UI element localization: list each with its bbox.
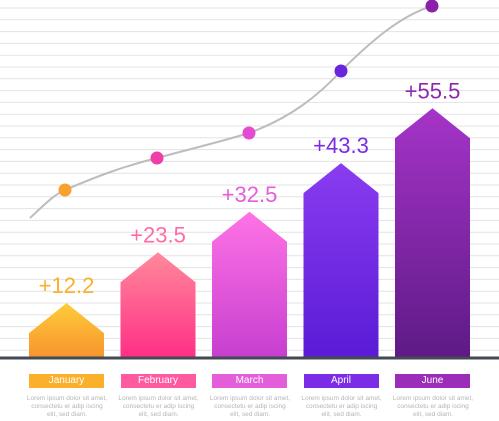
caption: Lorem ipsum dolor sit amet, consectetu e… bbox=[392, 395, 474, 418]
bar-june bbox=[395, 108, 470, 358]
caption: Lorem ipsum dolor sit amet, consectetu e… bbox=[118, 395, 199, 418]
value-label: +32.5 bbox=[222, 182, 278, 207]
bar-april bbox=[303, 163, 379, 358]
month-tag: March bbox=[212, 374, 287, 388]
value-label: +12.2 bbox=[39, 273, 95, 298]
caption: Lorem ipsum dolor sit amet, consectetu e… bbox=[301, 395, 382, 418]
month-tag: June bbox=[395, 374, 470, 388]
month-tag: April bbox=[303, 374, 379, 388]
caption: Lorem ipsum dolor sit amet, consectetu e… bbox=[209, 395, 291, 418]
caption: Lorem ipsum dolor sit amet, consectetu e… bbox=[26, 395, 108, 418]
value-label: +55.5 bbox=[405, 78, 461, 103]
trend-point bbox=[58, 183, 72, 197]
trend-point bbox=[150, 151, 164, 165]
bar-january bbox=[29, 303, 104, 358]
trend-point bbox=[334, 64, 348, 78]
month-tag: February bbox=[120, 374, 196, 388]
value-label: +43.3 bbox=[313, 133, 369, 158]
trend-point bbox=[425, 0, 439, 13]
trend-line-group bbox=[29, 0, 439, 219]
bar-march bbox=[212, 211, 287, 358]
bar-february bbox=[120, 252, 196, 358]
value-label-group: +12.2 +23.5 +32.5 +43.3 +55.5 bbox=[39, 78, 461, 298]
value-label: +23.5 bbox=[130, 222, 186, 247]
trend-point bbox=[242, 126, 256, 140]
month-tag: January bbox=[29, 374, 104, 388]
bar-group bbox=[0, 108, 499, 360]
